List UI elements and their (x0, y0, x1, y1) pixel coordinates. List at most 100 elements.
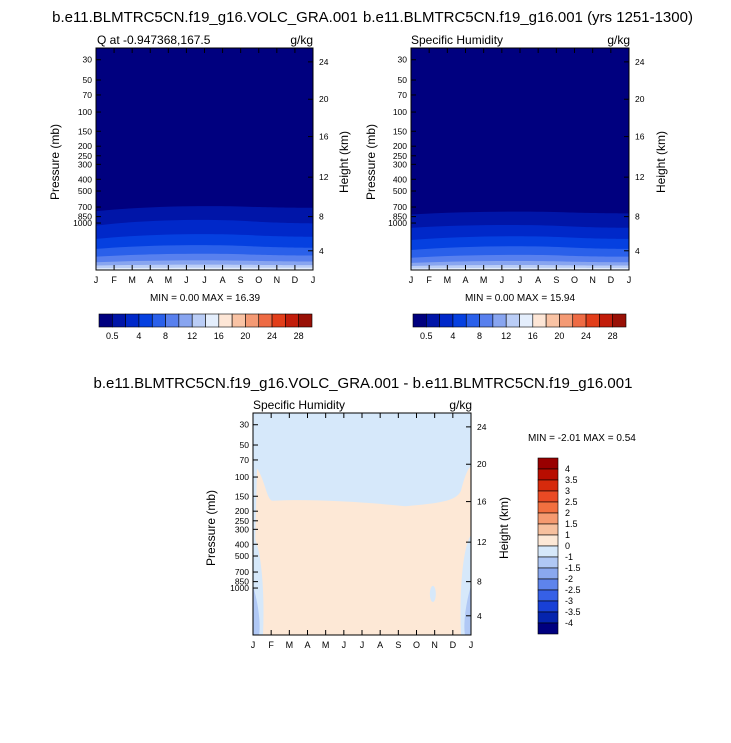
y-axis-label-volc: Pressure (mb) (48, 124, 62, 200)
y-tick-label: 850 (235, 577, 249, 587)
colorbar-swatch (537, 490, 559, 503)
colorbar-swatch (537, 501, 559, 514)
colorbar-swatch (285, 313, 299, 328)
colorbar-label: 2 (565, 508, 570, 518)
colorbar-swatch (537, 578, 559, 591)
colorbar-label: 1 (565, 530, 570, 540)
y-tick-label: 850 (393, 212, 407, 222)
colorbar-label: 0 (565, 541, 570, 551)
y2-tick-label: 16 (477, 497, 487, 507)
colorbar-swatch (271, 313, 286, 328)
x-tick-label: F (268, 640, 274, 650)
colorbar-label: -3 (565, 596, 573, 606)
y2-tick-label: 20 (319, 94, 329, 104)
x-tick-label: J (469, 640, 474, 650)
colorbar-swatch (537, 523, 559, 536)
y-tick-label: 50 (398, 75, 408, 85)
colorbar-label: 28 (294, 331, 304, 341)
colorbar-swatch (479, 313, 494, 328)
colorbar-swatch (537, 556, 559, 569)
y-tick-label: 400 (393, 174, 407, 184)
colorbar-label: 16 (214, 331, 224, 341)
colorbar-label: 20 (554, 331, 564, 341)
y-tick-label: 250 (393, 151, 407, 161)
colorbar-swatch (151, 313, 166, 328)
x-tick-label: D (450, 640, 457, 650)
colorbar-control: 0.5 4 8 12 16 20 24 28 (412, 313, 627, 341)
colorbar-swatch (412, 313, 427, 328)
y-tick-label: 1000 (230, 583, 249, 593)
y2-axis-label-volc: Height (km) (337, 131, 351, 193)
y-tick-label: 500 (393, 186, 407, 196)
colorbar-volc: 0.5 4 8 12 16 20 24 28 (98, 313, 313, 341)
x-tick-label: N (274, 275, 281, 285)
x-tick-label: A (535, 275, 541, 285)
y-tick-label: 250 (235, 516, 249, 526)
y-tick-label: 400 (78, 174, 92, 184)
y-tick-label: 150 (235, 491, 249, 501)
panel-left-label-control: Specific Humidity (411, 33, 503, 47)
y2-tick-label: 8 (477, 577, 482, 587)
y-tick-label: 100 (78, 107, 92, 117)
x-tick-label: A (377, 640, 383, 650)
colorbar-swatch (585, 313, 600, 328)
y-tick-label: 30 (240, 420, 250, 430)
y2-tick-label: 4 (319, 246, 324, 256)
x-tick-label: J (184, 275, 189, 285)
x-tick-label: O (571, 275, 578, 285)
panel-difference: b.e11.BLMTRC5CN.f19_g16.VOLC_GRA.001 - b… (94, 375, 637, 650)
y2-tick-label: 16 (635, 132, 645, 142)
y-axis-label-control: Pressure (mb) (364, 124, 378, 200)
plot-area-control: J F M A M J J A S O N D J305070100150200250300400500… (388, 47, 645, 285)
y2-axis-label-control: Height (km) (654, 131, 668, 193)
x-tick-label: J (311, 275, 316, 285)
plot-area-difference: J F M A M J J A S O N D J305070100150200250300400500… (230, 412, 487, 650)
y-tick-label: 300 (235, 524, 249, 534)
colorbar-swatch (537, 622, 559, 635)
y-tick-label: 100 (393, 107, 407, 117)
colorbar-swatch (505, 313, 520, 328)
contour-fill-level (253, 586, 260, 635)
y-tick-label: 200 (393, 141, 407, 151)
x-tick-label: D (292, 275, 299, 285)
panel-left-label-volc: Q at -0.947368,167.5 (97, 33, 211, 47)
y2-tick-label: 16 (319, 132, 329, 142)
y-tick-label: 1000 (73, 218, 92, 228)
y2-tick-label: 24 (635, 57, 645, 67)
y-tick-label: 50 (83, 75, 93, 85)
colorbar-swatch (537, 534, 559, 547)
colorbar-label: -1 (565, 552, 573, 562)
y-tick-label: 400 (235, 539, 249, 549)
colorbar-swatch (537, 567, 559, 580)
y2-tick-label: 12 (319, 172, 329, 182)
colorbar-swatch (492, 313, 507, 328)
y2-tick-label: 20 (477, 459, 487, 469)
panel-units-volc: g/kg (290, 33, 313, 47)
colorbar-difference: 43.532.521.510-1-1.5-2-2.5-3-3.5-4 (537, 457, 581, 635)
colorbar-swatch (245, 313, 260, 328)
y-tick-label: 700 (393, 202, 407, 212)
x-tick-label: A (147, 275, 153, 285)
x-tick-label: J (251, 640, 256, 650)
colorbar-swatch (125, 313, 140, 328)
colorbar-label: 20 (240, 331, 250, 341)
panel-title-difference: b.e11.BLMTRC5CN.f19_g16.VOLC_GRA.001 - b… (94, 375, 633, 392)
x-tick-label: O (255, 275, 262, 285)
y2-tick-label: 4 (635, 246, 640, 256)
colorbar-label: 16 (528, 331, 538, 341)
x-tick-label: O (413, 640, 420, 650)
colorbar-swatch (537, 468, 559, 481)
colorbar-label: 4 (450, 331, 455, 341)
stats-text-volc: MIN = 0.00 MAX = 16.39 (150, 293, 260, 304)
colorbar-swatch (205, 313, 220, 328)
colorbar-swatch (537, 512, 559, 525)
colorbar-label: 4 (565, 464, 570, 474)
y-axis-label-difference: Pressure (mb) (204, 490, 218, 566)
colorbar-swatch (599, 313, 613, 328)
stats-text-difference: MIN = -2.01 MAX = 0.54 (528, 433, 636, 444)
x-tick-label: J (94, 275, 99, 285)
x-tick-label: M (286, 640, 294, 650)
x-tick-label: S (395, 640, 401, 650)
panel-left-label-difference: Specific Humidity (253, 398, 345, 412)
x-tick-label: S (238, 275, 244, 285)
